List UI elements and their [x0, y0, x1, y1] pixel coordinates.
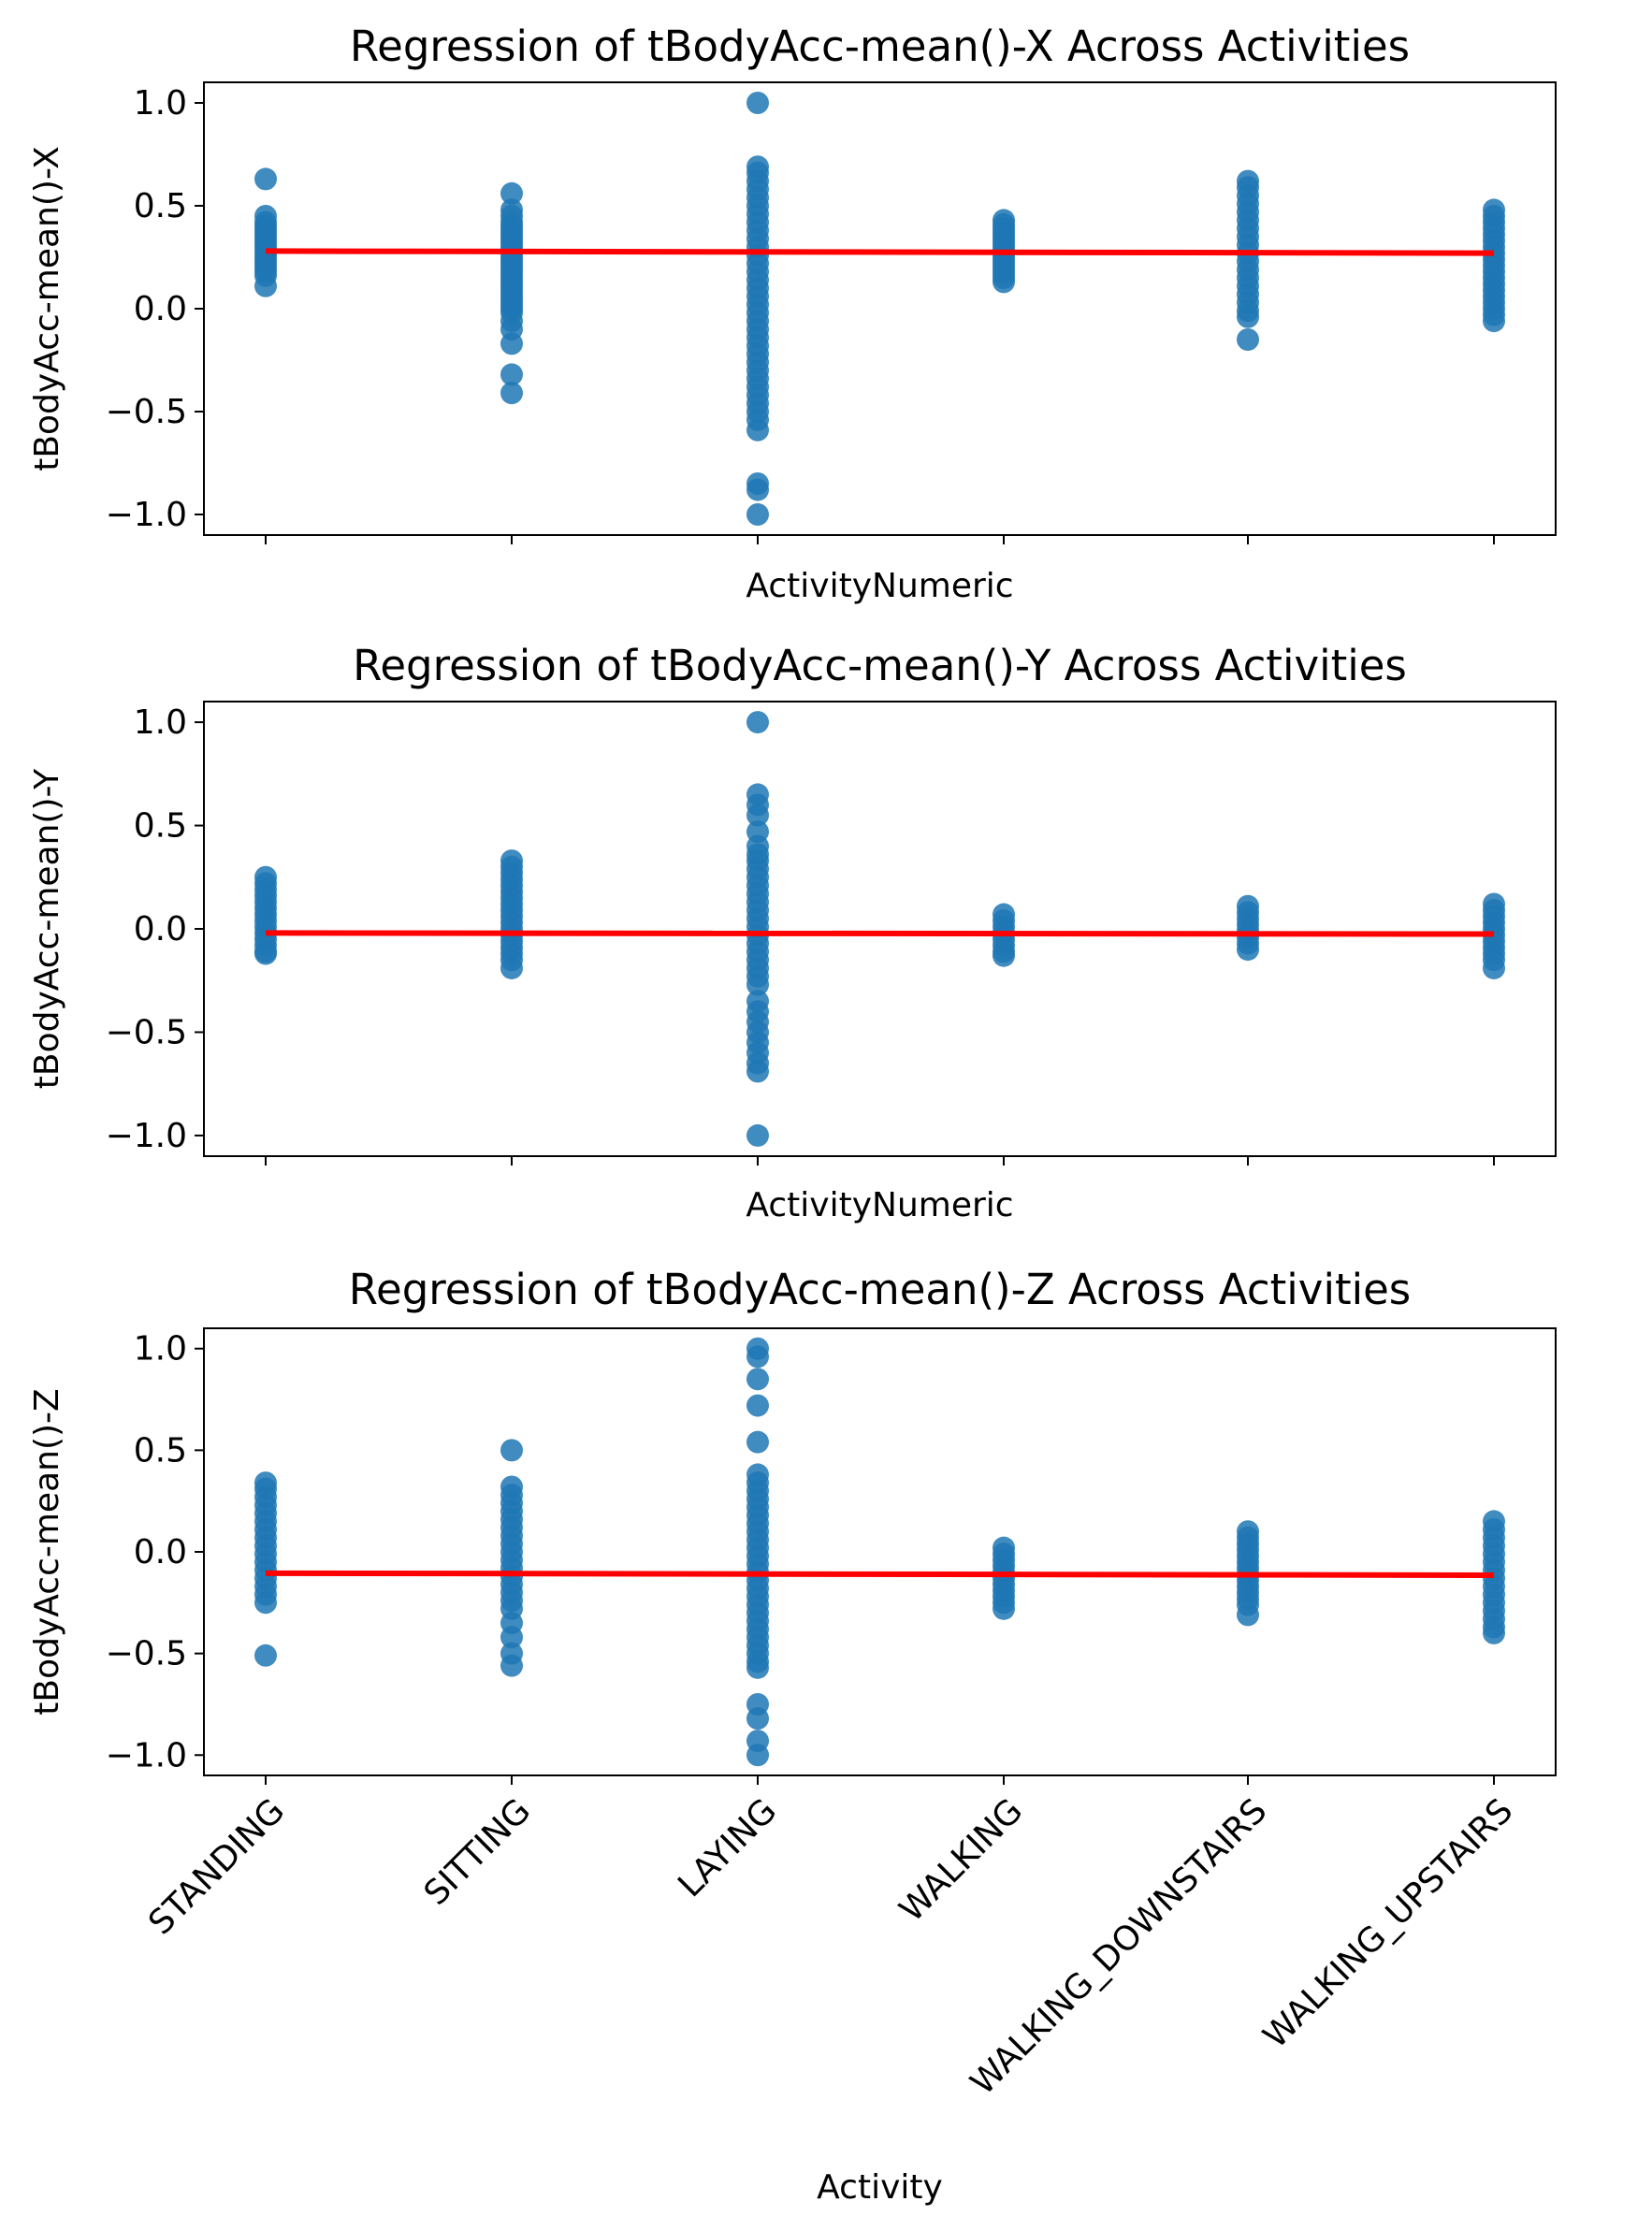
- y-tick-label: 0.5: [134, 1431, 187, 1470]
- y-tick-label: −0.5: [106, 1635, 187, 1673]
- data-point: [746, 1656, 769, 1679]
- data-point: [500, 956, 523, 979]
- data-point: [746, 1394, 769, 1417]
- data-point: [1237, 1603, 1259, 1627]
- y-tick-label: 0.0: [134, 910, 187, 949]
- data-point: [746, 711, 769, 734]
- data-point: [500, 382, 523, 405]
- x-axis-label: ActivityNumeric: [746, 567, 1013, 605]
- y-tick-label: −0.5: [106, 393, 187, 431]
- regression-line: [265, 248, 1495, 256]
- y-tick-label: 0.0: [134, 290, 187, 328]
- y-tick-label: 0.5: [134, 187, 187, 225]
- y-axis-label: tBodyAcc-mean()-X: [28, 146, 66, 471]
- data-point: [500, 1654, 523, 1677]
- data-point: [993, 270, 1015, 294]
- data-point: [254, 1591, 277, 1615]
- y-tick-label: −1.0: [106, 496, 187, 534]
- data-point: [1237, 328, 1259, 351]
- data-point: [746, 478, 769, 501]
- chart-title: Regression of tBodyAcc-mean()-X Across A…: [350, 22, 1410, 71]
- data-point: [746, 973, 769, 996]
- data-point: [1237, 938, 1259, 962]
- data-points: [254, 92, 1505, 526]
- regression-line: [265, 1570, 1495, 1578]
- data-point: [746, 1123, 769, 1147]
- y-tick-label: 0.5: [134, 807, 187, 846]
- data-point: [254, 1644, 277, 1667]
- data-point: [746, 1707, 769, 1731]
- data-point: [500, 332, 523, 355]
- y-axis-label: tBodyAcc-mean()-Z: [28, 1388, 66, 1715]
- data-point: [1237, 305, 1259, 328]
- data-point: [746, 1060, 769, 1083]
- data-point: [254, 167, 277, 191]
- y-tick-label: 0.0: [134, 1533, 187, 1571]
- y-tick-label: −1.0: [106, 1117, 187, 1155]
- data-point: [254, 274, 277, 297]
- data-point: [746, 1368, 769, 1391]
- data-point: [500, 363, 523, 386]
- chart-title: Regression of tBodyAcc-mean()-Y Across A…: [353, 641, 1407, 690]
- data-point: [746, 1430, 769, 1454]
- data-point: [1483, 1621, 1505, 1644]
- data-point: [746, 92, 769, 114]
- y-axis-label: tBodyAcc-mean()-Y: [28, 768, 66, 1089]
- subplot-2: Regression of tBodyAcc-mean()-Y Across A…: [28, 641, 1557, 1224]
- data-point: [500, 1626, 523, 1649]
- data-point: [746, 418, 769, 442]
- data-point: [500, 1439, 523, 1462]
- chart-title: Regression of tBodyAcc-mean()-Z Across A…: [349, 1265, 1411, 1314]
- y-tick-label: 1.0: [134, 1330, 187, 1369]
- data-point: [746, 1744, 769, 1767]
- y-tick-label: 1.0: [134, 703, 187, 742]
- x-axis-label: Activity: [817, 2168, 943, 2207]
- x-axis-label: ActivityNumeric: [746, 1186, 1013, 1224]
- y-tick-label: 1.0: [134, 84, 187, 123]
- data-point: [254, 942, 277, 965]
- regression-line: [265, 930, 1495, 937]
- data-point: [500, 181, 523, 205]
- subplot-1: Regression of tBodyAcc-mean()-X Across A…: [28, 22, 1557, 605]
- y-tick-label: −1.0: [106, 1736, 187, 1774]
- data-point: [1483, 956, 1505, 979]
- y-tick-label: −0.5: [106, 1013, 187, 1051]
- data-point: [746, 1345, 769, 1369]
- data-point: [746, 804, 769, 827]
- data-point: [746, 503, 769, 526]
- data-point: [993, 1597, 1015, 1620]
- data-point: [1483, 310, 1505, 333]
- data-point: [993, 944, 1015, 967]
